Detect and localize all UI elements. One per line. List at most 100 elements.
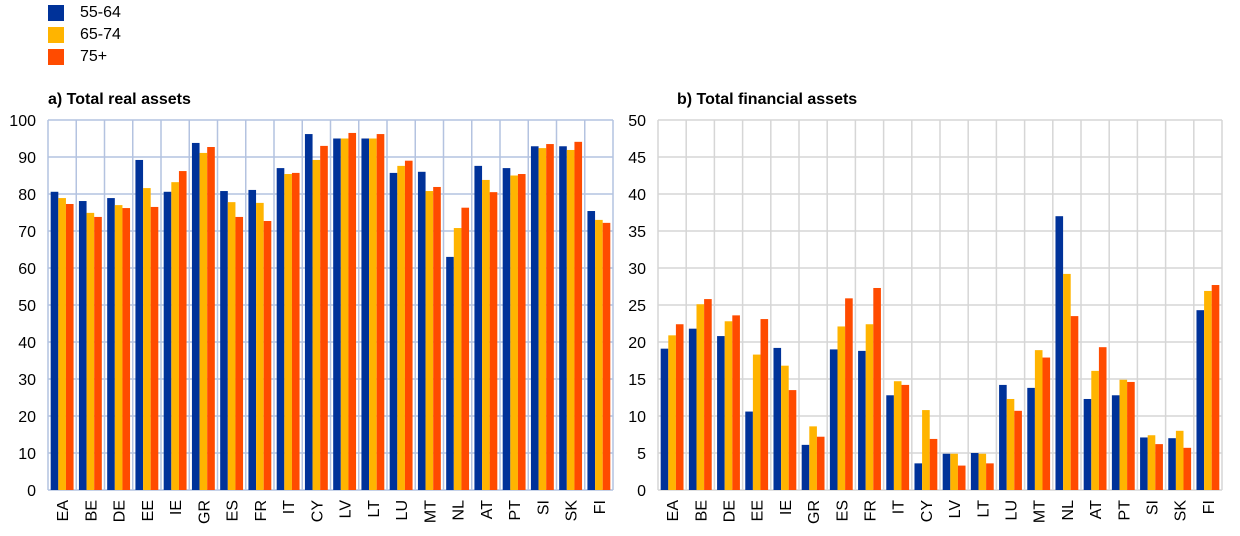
- chart-b-bar-AT-55-64: [1083, 398, 1092, 490]
- chart-a-xtick-label: EE: [140, 500, 157, 521]
- legend-swatch-75plus: [48, 49, 64, 65]
- chart-b-bar-DE-75+: [732, 315, 740, 490]
- chart-a-xtick-label: DE: [112, 500, 129, 522]
- chart-a-bar-EE-65-74: [143, 188, 151, 490]
- chart-a-bar-SK-75+: [574, 141, 583, 490]
- chart-a-bar-MT-65-74: [425, 191, 434, 491]
- chart-a-bar-LU-65-74: [397, 165, 405, 490]
- chart-a-bar-FR-55-64: [248, 189, 257, 490]
- chart-b-xtick-label: FI: [1201, 500, 1218, 514]
- chart-a-bar-LV-65-74: [340, 138, 349, 490]
- chart-b-bar-ES-75+: [845, 298, 853, 490]
- chart-a-ytick-label: 60: [18, 261, 36, 278]
- chart-b-bar-DE-65-74: [724, 321, 733, 490]
- chart-b-bar-NL-55-64: [1055, 216, 1064, 490]
- legend-item-65-74: 65-74: [48, 24, 121, 46]
- chart-b-ytick-label: 20: [628, 335, 646, 352]
- chart-b-xtick-label: MT: [1032, 500, 1049, 523]
- chart-b-xtick-label: PT: [1116, 500, 1133, 521]
- chart-a-bar-LU-75+: [404, 160, 413, 490]
- chart-a-bar-CY-55-64: [304, 134, 313, 490]
- chart-a-xtick-label: PT: [507, 500, 524, 521]
- chart-a-bar-AT-55-64: [474, 165, 483, 490]
- chart-a-bar-EA-55-64: [50, 191, 59, 490]
- chart-a-bar-IT-55-64: [276, 168, 285, 490]
- chart-b-bar-CY-55-64: [914, 463, 923, 490]
- chart-a-bar-LV-75+: [348, 132, 357, 490]
- chart-b-bar-LT-75+: [986, 463, 994, 490]
- chart-b-bar-SI-55-64: [1140, 437, 1148, 490]
- chart-b-xtick-label: LU: [1004, 500, 1021, 520]
- chart-a-bar-IT-75+: [291, 172, 300, 490]
- chart-a-bar-SK-55-64: [559, 146, 567, 490]
- chart-a-bar-AT-75+: [489, 192, 498, 490]
- chart-b-bar-DE-55-64: [717, 336, 725, 490]
- chart-b-xtick-label: GR: [806, 500, 823, 524]
- chart-a-ytick-label: 100: [9, 113, 36, 130]
- chart-b-bar-EA-55-64: [660, 348, 669, 490]
- chart-a-bar-GR-65-74: [199, 152, 208, 490]
- chart-b-ytick-label: 25: [628, 298, 646, 315]
- chart-b-bar-GR-55-64: [801, 444, 810, 490]
- chart-b-bar-LU-55-64: [999, 384, 1007, 490]
- chart-b-bar-AT-65-74: [1091, 370, 1099, 490]
- chart-b-bar-ES-65-74: [837, 326, 846, 490]
- chart-b-bar-BE-65-74: [696, 304, 705, 490]
- chart-a-bar-EE-75+: [150, 206, 159, 490]
- chart-b-ytick-label: 50: [628, 113, 646, 130]
- chart-a-ytick-label: 20: [18, 409, 36, 426]
- chart-a-bar-DE-55-64: [107, 198, 115, 490]
- chart-b-bar-EE-55-64: [745, 411, 753, 490]
- chart-a-bar-PT-75+: [517, 174, 526, 490]
- chart-b-bar-FR-55-64: [858, 350, 866, 490]
- chart-a-bar-LT-55-64: [361, 138, 370, 490]
- chart-a-xtick-label: FI: [592, 500, 609, 514]
- legend-label: 65-74: [80, 26, 121, 43]
- chart-a-bar-NL-55-64: [446, 256, 454, 490]
- chart-b-ytick-label: 15: [628, 372, 646, 389]
- chart-a-xtick-label: NL: [451, 500, 468, 521]
- chart-a-ytick-label: 70: [18, 224, 36, 241]
- chart-a-bar-NL-65-74: [453, 228, 462, 491]
- chart-a-bar-ES-65-74: [227, 202, 236, 490]
- chart-b-ytick-label: 40: [628, 187, 646, 204]
- chart-b-bar-CY-75+: [929, 438, 938, 490]
- chart-a-xtick-label: MT: [422, 500, 439, 523]
- chart-a-xtick-label: SI: [535, 500, 552, 515]
- chart-b-bar-NL-75+: [1070, 316, 1079, 490]
- chart-a-bar-FI-55-64: [587, 211, 596, 490]
- chart-a-xtick-label: SK: [564, 500, 581, 522]
- chart-a-xtick-label: LU: [394, 500, 411, 520]
- chart-a-bar-MT-75+: [433, 186, 441, 490]
- chart-b-bar-CY-65-74: [922, 410, 930, 490]
- chart-b-bar-IE-55-64: [773, 347, 782, 490]
- chart-b-xtick-label: CY: [919, 500, 936, 523]
- chart-a-ytick-label: 50: [18, 298, 36, 315]
- legend-label: 75+: [80, 48, 108, 65]
- chart-b-bar-LT-65-74: [978, 453, 987, 490]
- chart-a-xtick-label: LT: [366, 500, 383, 518]
- chart-a-bar-IE-75+: [178, 171, 187, 490]
- chart-a-bar-BE-55-64: [78, 201, 87, 490]
- chart-b-bar-SI-75+: [1155, 444, 1163, 490]
- chart-a-bar-DE-75+: [122, 208, 131, 490]
- chart-a-bar-BE-75+: [94, 216, 102, 490]
- chart-b-xtick-label: EE: [750, 500, 767, 521]
- chart-b-bar-FR-75+: [873, 287, 881, 490]
- legend-item-75plus: 75+: [48, 46, 121, 68]
- chart-a-bar-GR-55-64: [191, 142, 200, 490]
- chart-a-bar-FR-65-74: [256, 202, 264, 490]
- chart-b-bar-GR-65-74: [809, 426, 817, 490]
- chart-b-bar-IT-65-74: [893, 381, 902, 490]
- chart-b-ytick-label: 30: [628, 261, 646, 278]
- chart-a-bar-FI-75+: [602, 222, 611, 491]
- chart-a-ytick-label: 30: [18, 372, 36, 389]
- chart-a-ytick-label: 40: [18, 335, 36, 352]
- chart-a-bar-PT-65-74: [510, 175, 518, 490]
- chart-a-xtick-label: FR: [253, 500, 270, 521]
- chart-a-bar-BE-65-74: [86, 212, 95, 490]
- chart-a-xtick-label: EA: [55, 500, 72, 522]
- chart-a-title: a) Total real assets: [48, 91, 191, 108]
- chart-b-bar-LV-75+: [957, 465, 966, 490]
- chart-b-ytick-label: 5: [637, 446, 646, 463]
